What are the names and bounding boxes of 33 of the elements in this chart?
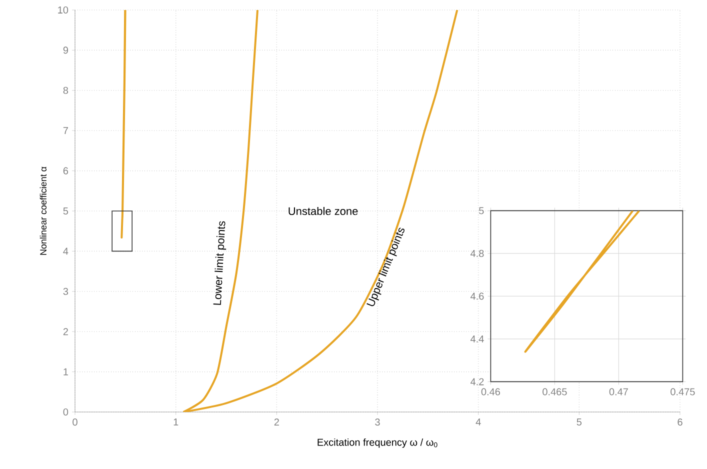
y-tick-label: 0	[63, 408, 68, 416]
x-tick-label: 0.46	[481, 388, 500, 396]
y-tick-label: 10	[58, 6, 68, 14]
y-tick-label: 4.2	[470, 378, 484, 386]
annotation: Upper limit points	[366, 228, 404, 306]
line-series	[120, 10, 126, 239]
y-tick-label: 4.8	[470, 250, 484, 257]
annotation: Lower limit points	[213, 221, 226, 305]
y-tick-label: 7	[63, 127, 68, 134]
y-tick-label: 4.6	[470, 292, 484, 300]
y-tick-label: 2	[63, 328, 68, 336]
x-tick-label: 0.47	[609, 388, 628, 396]
y-tick-label: 8	[63, 86, 68, 94]
annotation: Unstable zone	[288, 206, 358, 216]
x-tick-label: 0.465	[542, 388, 567, 396]
y-tick-label: 6	[63, 167, 68, 174]
y-tick-label: 4.4	[470, 336, 484, 342]
x-tick-label: 0.475	[670, 388, 695, 396]
x-tick-label: 3	[375, 418, 380, 426]
x-tick-label: 6	[678, 418, 682, 426]
y-tick-label: 1	[64, 368, 68, 376]
y-tick-label: 9	[63, 46, 68, 54]
y-tick-label: 5	[63, 208, 68, 214]
x-tick-label: 2	[274, 418, 279, 426]
x-tick-label: 1	[174, 418, 178, 426]
line-series	[524, 210, 640, 353]
x-axis-title: Excitation frequency ω / ω$_{0}$	[318, 438, 438, 448]
y-axis-title: Nonlinear coefficient α	[40, 166, 46, 255]
x-tick-label: 0	[72, 418, 78, 426]
y-tick-label: 3	[63, 288, 68, 295]
y-tick-label: 4	[63, 248, 68, 255]
y-tick-label: 5	[479, 207, 484, 214]
x-tick-label: 5	[576, 418, 582, 426]
